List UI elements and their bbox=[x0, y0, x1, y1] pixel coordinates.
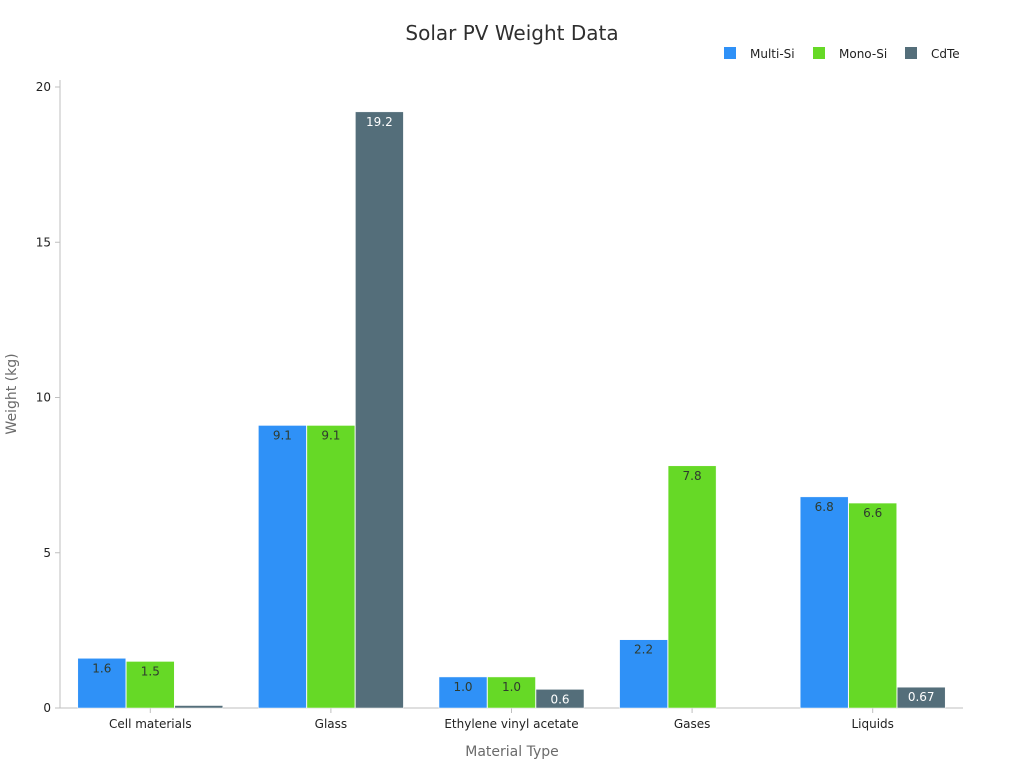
legend-item-multi-si[interactable]: Multi-Si bbox=[724, 47, 795, 61]
bar-mono-si-liquids[interactable] bbox=[848, 502, 897, 709]
y-tick-label: 20 bbox=[36, 80, 51, 94]
bar-cdte-cell-materials[interactable] bbox=[174, 705, 224, 709]
data-label: 6.6 bbox=[863, 506, 882, 520]
data-label: 1.0 bbox=[453, 680, 472, 694]
x-axis: Cell materials Glass Ethylene vinyl acetat… bbox=[60, 707, 963, 731]
bar-cdte-liquids[interactable] bbox=[896, 686, 946, 709]
legend-swatch bbox=[905, 47, 917, 59]
bars-group: 1.6 1.5 9.1 9.1 19.2 1.0 1.0 0.6 2.2 7.8 6.8 6.6 0.6… bbox=[77, 111, 946, 709]
data-label: 1.6 bbox=[92, 661, 111, 675]
bar-multi-si-ethylene-vinyl-acetate[interactable] bbox=[438, 676, 488, 709]
bar-multi-si-gases[interactable] bbox=[619, 639, 668, 709]
bar-multi-si-liquids[interactable] bbox=[799, 496, 849, 709]
legend-item-cdte[interactable]: CdTe bbox=[905, 47, 960, 61]
bar-mono-si-gases[interactable] bbox=[667, 465, 717, 709]
y-axis-title: Weight (kg) bbox=[4, 353, 20, 434]
data-label: 1.0 bbox=[502, 680, 521, 694]
bar-mono-si-ethylene-vinyl-acetate[interactable] bbox=[487, 676, 536, 709]
data-label: 0.6 bbox=[550, 692, 569, 706]
data-label: 9.1 bbox=[321, 428, 340, 442]
x-axis-title: Material Type bbox=[465, 744, 558, 760]
y-tick-label: 10 bbox=[36, 391, 51, 405]
bar-cdte-ethylene-vinyl-acetate[interactable] bbox=[535, 689, 585, 709]
x-tick-label: Cell materials bbox=[109, 717, 192, 731]
x-tick-label: Liquids bbox=[851, 717, 893, 731]
legend-swatch bbox=[724, 47, 736, 59]
data-label: 1.5 bbox=[141, 664, 160, 678]
x-tick-label: Ethylene vinyl acetate bbox=[444, 717, 578, 731]
legend-label: Mono-Si bbox=[839, 47, 887, 61]
legend-label: CdTe bbox=[931, 47, 960, 61]
x-tick-label: Gases bbox=[674, 717, 711, 731]
y-axis: 0 5 10 15 20 bbox=[36, 80, 61, 715]
legend-item-mono-si[interactable]: Mono-Si bbox=[813, 47, 887, 61]
data-label: 19.2 bbox=[366, 115, 393, 129]
bar-cdte-glass[interactable] bbox=[355, 111, 404, 709]
bar-mono-si-cell-materials[interactable] bbox=[126, 661, 175, 709]
y-tick-label: 5 bbox=[43, 546, 51, 560]
legend-swatch bbox=[813, 47, 825, 59]
bar-multi-si-cell-materials[interactable] bbox=[77, 658, 127, 709]
data-label: 6.8 bbox=[815, 500, 834, 514]
x-tick-label: Glass bbox=[315, 717, 348, 731]
legend: Multi-Si Mono-Si CdTe bbox=[724, 47, 960, 61]
data-label: 0.67 bbox=[908, 690, 935, 704]
legend-label: Multi-Si bbox=[750, 47, 795, 61]
chart-title: Solar PV Weight Data bbox=[405, 21, 618, 45]
bar-multi-si-glass[interactable] bbox=[258, 425, 307, 709]
data-label: 9.1 bbox=[273, 428, 292, 442]
y-tick-label: 0 bbox=[43, 701, 51, 715]
data-label: 7.8 bbox=[683, 469, 702, 483]
bar-mono-si-glass[interactable] bbox=[306, 425, 356, 709]
data-label: 2.2 bbox=[634, 643, 653, 657]
y-tick-label: 15 bbox=[36, 235, 51, 249]
